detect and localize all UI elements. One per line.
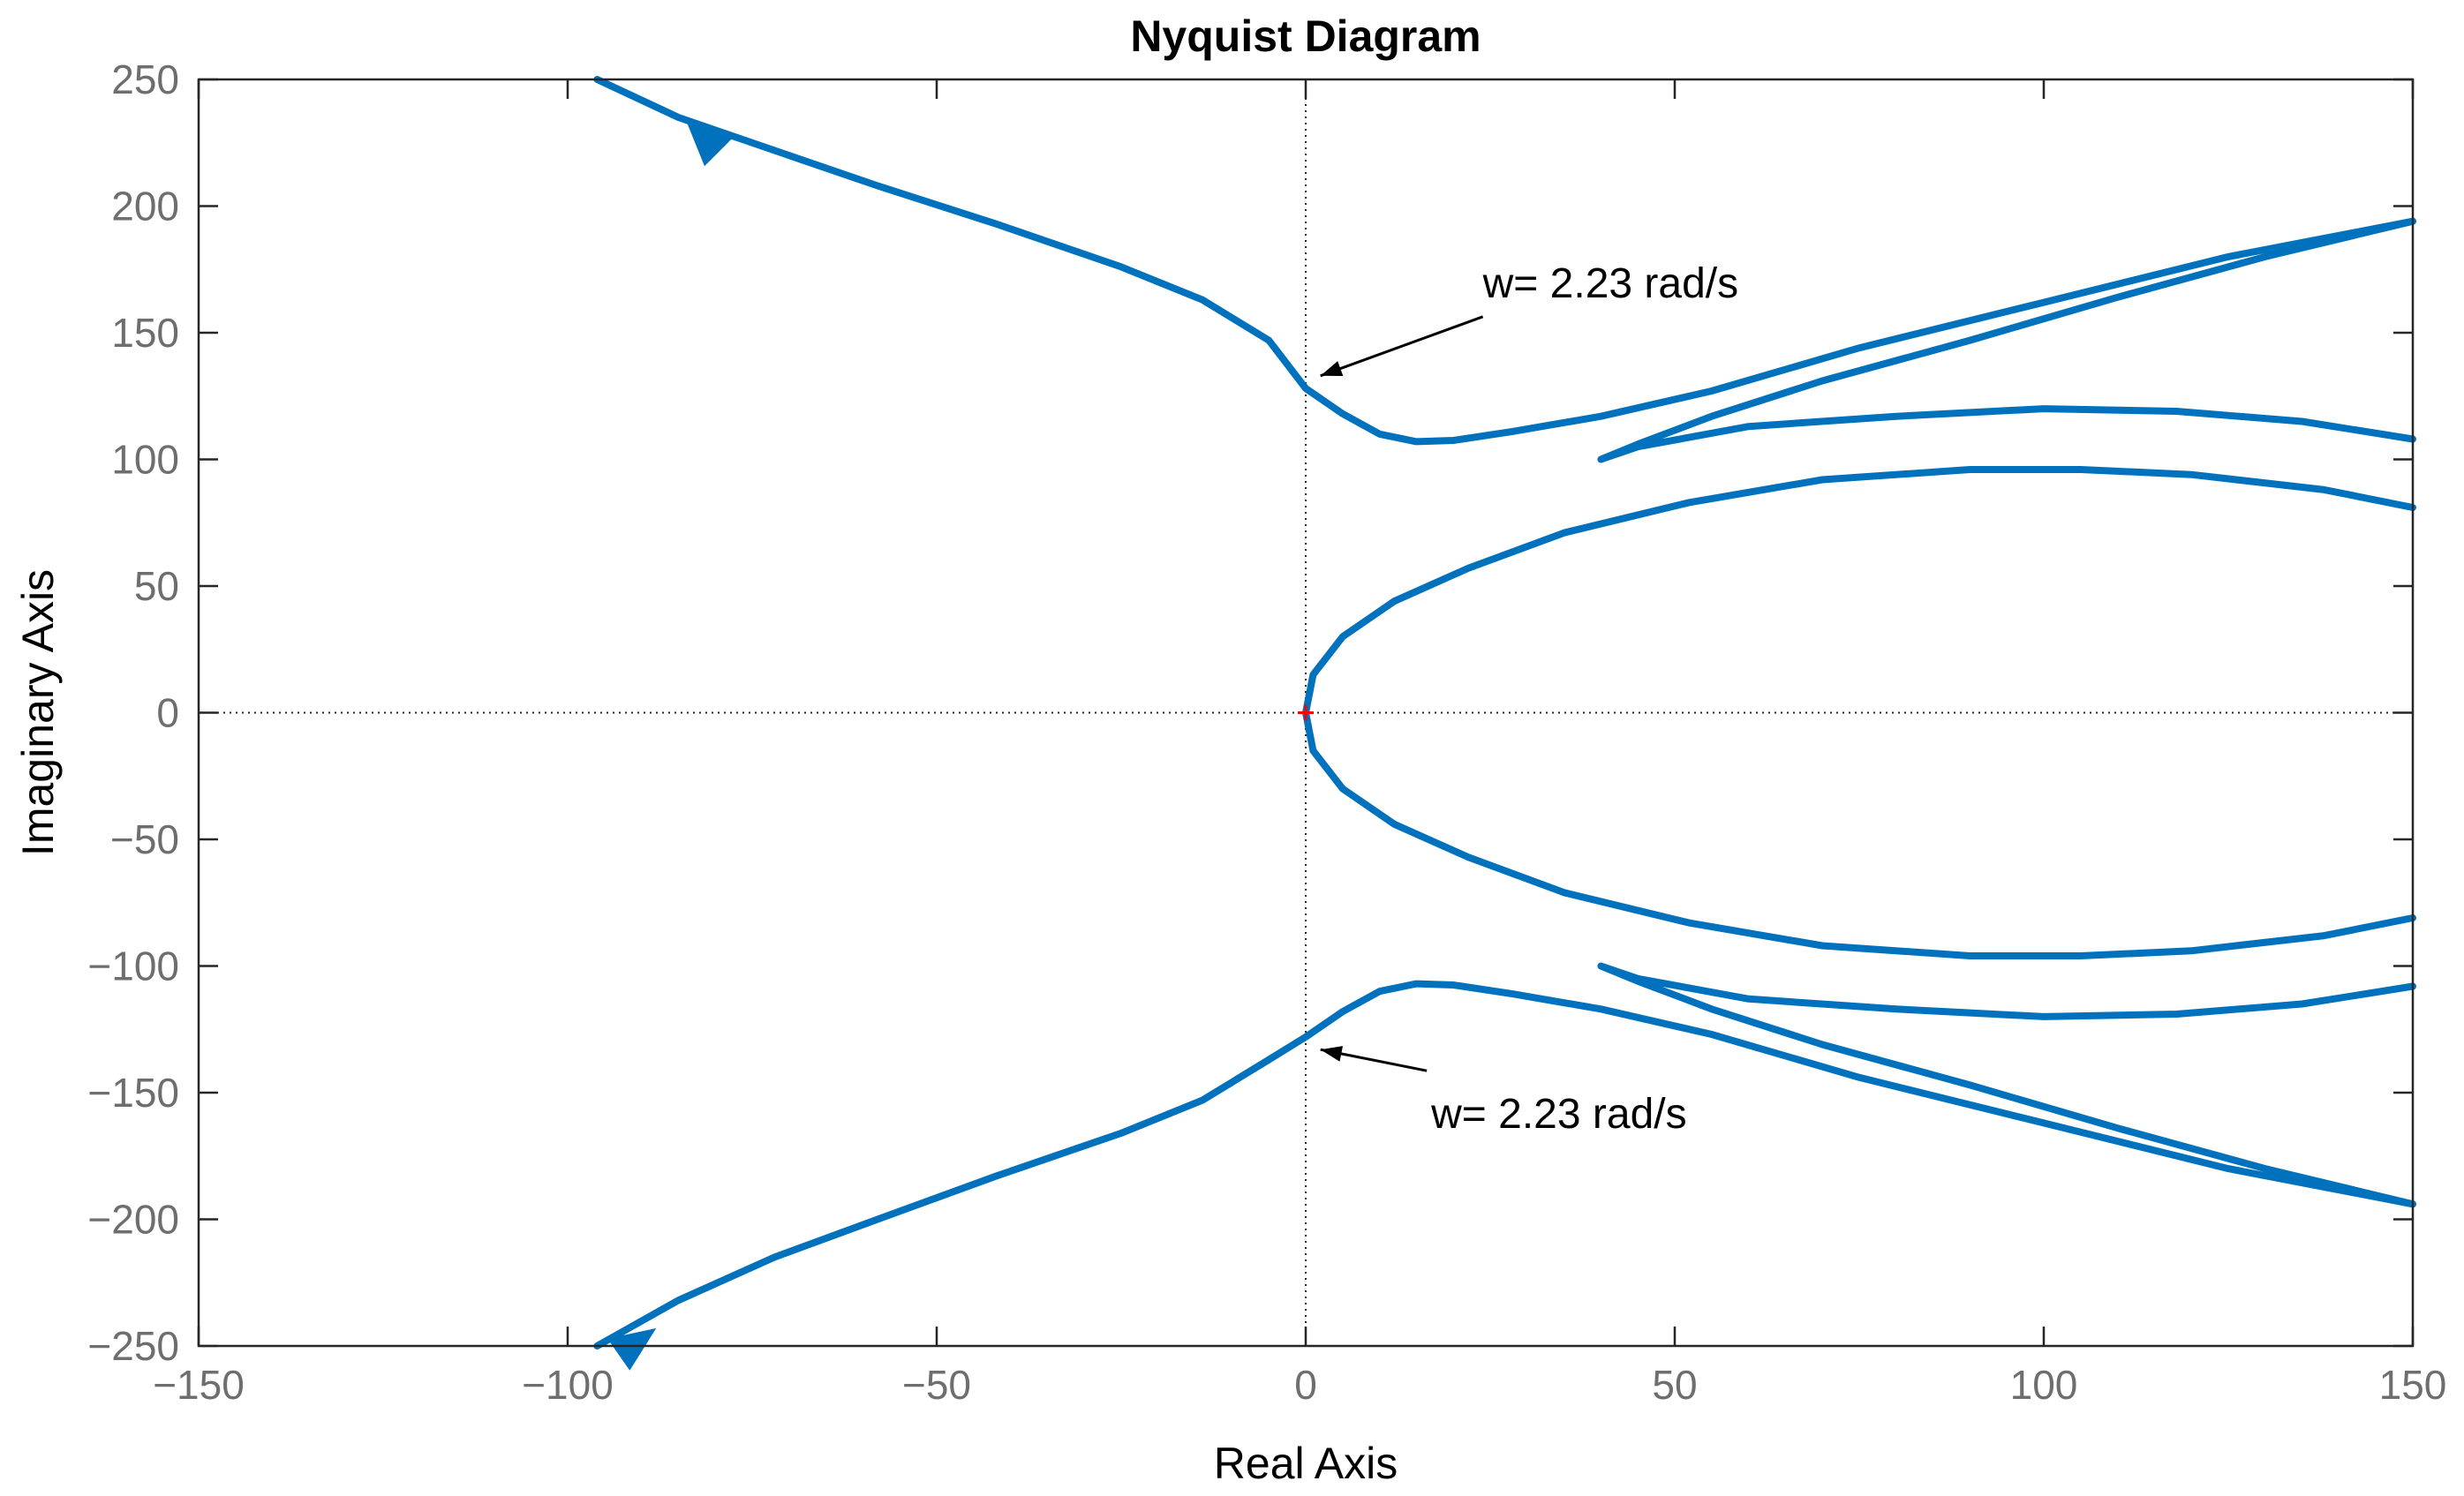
direction-arrow-1: [685, 119, 733, 167]
y-tick-label: −150: [87, 1070, 179, 1116]
x-tick-label: 150: [2379, 1362, 2447, 1408]
x-axis-label: Real Axis: [1214, 1439, 1398, 1488]
nyquist-curve-1: [593, 76, 2416, 446]
frequency-annotation-1: w= 2.23 rad/s: [1482, 260, 1739, 307]
annotation-arrow-head: [1320, 361, 1344, 377]
y-tick-label: 150: [111, 310, 179, 356]
nyquist-curve-5: [593, 980, 2416, 1349]
y-tick-label: 50: [134, 563, 179, 609]
x-tick-label: −100: [522, 1362, 614, 1408]
critical-point-marker: [1298, 704, 1314, 721]
y-tick-label: 100: [111, 437, 179, 483]
y-tick-label: −100: [87, 943, 179, 989]
y-tick-label: −250: [87, 1323, 179, 1369]
annotations: w= 2.23 rad/s w= 2.23 rad/s: [1320, 260, 1739, 1138]
arrow-markers: [607, 119, 1314, 1371]
direction-arrow-2: [607, 1327, 657, 1371]
y-tick-label: 0: [156, 690, 179, 736]
y-axis-label: Imaginary Axis: [13, 569, 63, 856]
annotation-arrow-head: [1320, 1046, 1344, 1062]
y-tick-label: −200: [87, 1197, 179, 1243]
x-tick-label: −150: [153, 1362, 245, 1408]
x-tick-label: 100: [2010, 1362, 2078, 1408]
nyquist-curve-4: [1597, 962, 2416, 1208]
y-tick-label: 200: [111, 184, 179, 229]
chart-title: Nyquist Diagram: [1130, 11, 1481, 61]
y-tick-label: 250: [111, 56, 179, 102]
x-tick-label: 0: [1294, 1362, 1317, 1408]
nyquist-curve-2: [1597, 217, 2416, 463]
x-tick-label: 50: [1652, 1362, 1697, 1408]
annotation-arrow-line: [1320, 315, 1484, 378]
axis-ticks: −150 −100 −50 0 50 100 150 −250 −200 −150 −100 −50 0…: [87, 56, 2446, 1408]
frequency-annotation-2: w= 2.23 rad/s: [1430, 1091, 1687, 1138]
x-tick-label: −50: [902, 1362, 971, 1408]
y-tick-label: −50: [110, 816, 179, 862]
